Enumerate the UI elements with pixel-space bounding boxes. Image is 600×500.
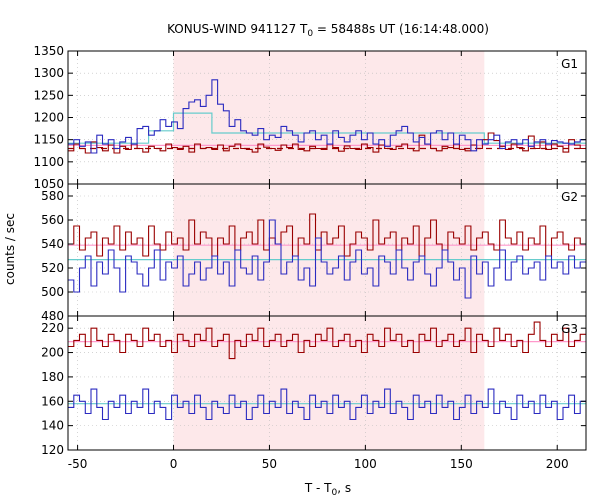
g2-red-series (68, 213, 586, 257)
g3-y-tick-label: 180 (41, 370, 64, 384)
x-tick-label: -50 (68, 457, 88, 471)
g1-y-tick-label: 1100 (33, 155, 64, 169)
panel-frames-layer (67, 50, 587, 451)
x-tick-label: 50 (262, 457, 277, 471)
g3-panel-label: G3 (561, 322, 578, 336)
x-tick-label: 100 (354, 457, 377, 471)
g1-y-tick-label: 1050 (33, 177, 64, 191)
g1-y-tick-label: 1200 (33, 111, 64, 125)
g3-red-series (68, 321, 586, 360)
g3-y-tick-label: 160 (41, 394, 64, 408)
g3-y-tick-label: 220 (41, 321, 64, 335)
g2-panel-label: G2 (561, 190, 578, 204)
x-tick-label: 0 (170, 457, 178, 471)
g2-y-tick-label: 480 (41, 309, 64, 323)
chart-title: KONUS-WIND 941127 T0 = 58488s UT (16:14:… (167, 22, 489, 39)
g1-panel-label: G1 (561, 57, 578, 71)
g2-y-tick-label: 580 (41, 189, 64, 203)
g1-blue-series (68, 79, 586, 154)
g1-blue-fit-line (68, 112, 586, 144)
g2-y-tick-label: 500 (41, 285, 64, 299)
g2-y-tick-label: 560 (41, 213, 64, 227)
g2-blue-series (68, 219, 586, 299)
g3-shaded-interval (173, 316, 485, 450)
g3-blue-series (68, 388, 586, 421)
g1-y-tick-label: 1150 (33, 133, 64, 147)
x-tick-label: 150 (450, 457, 473, 471)
shaded-interval-layer (173, 51, 485, 450)
g2-y-tick-label: 540 (41, 237, 64, 251)
g1-y-tick-label: 1350 (33, 44, 64, 58)
y-axis-label: counts / sec (3, 213, 17, 285)
g1-y-tick-label: 1300 (33, 66, 64, 80)
g2-y-tick-label: 520 (41, 261, 64, 275)
g2-shaded-interval (173, 184, 485, 316)
g3-frame (67, 315, 587, 451)
g3-y-tick-label: 120 (41, 443, 64, 457)
g1-y-tick-label: 1250 (33, 88, 64, 102)
tick-labels-layer: 1050110011501200125013001350G14805005205… (33, 44, 578, 471)
x-axis-label: T - T0, s (304, 481, 351, 498)
series-layer (68, 79, 586, 421)
g3-y-tick-label: 140 (41, 419, 64, 433)
x-tick-label: 200 (546, 457, 569, 471)
g3-y-tick-label: 200 (41, 346, 64, 360)
